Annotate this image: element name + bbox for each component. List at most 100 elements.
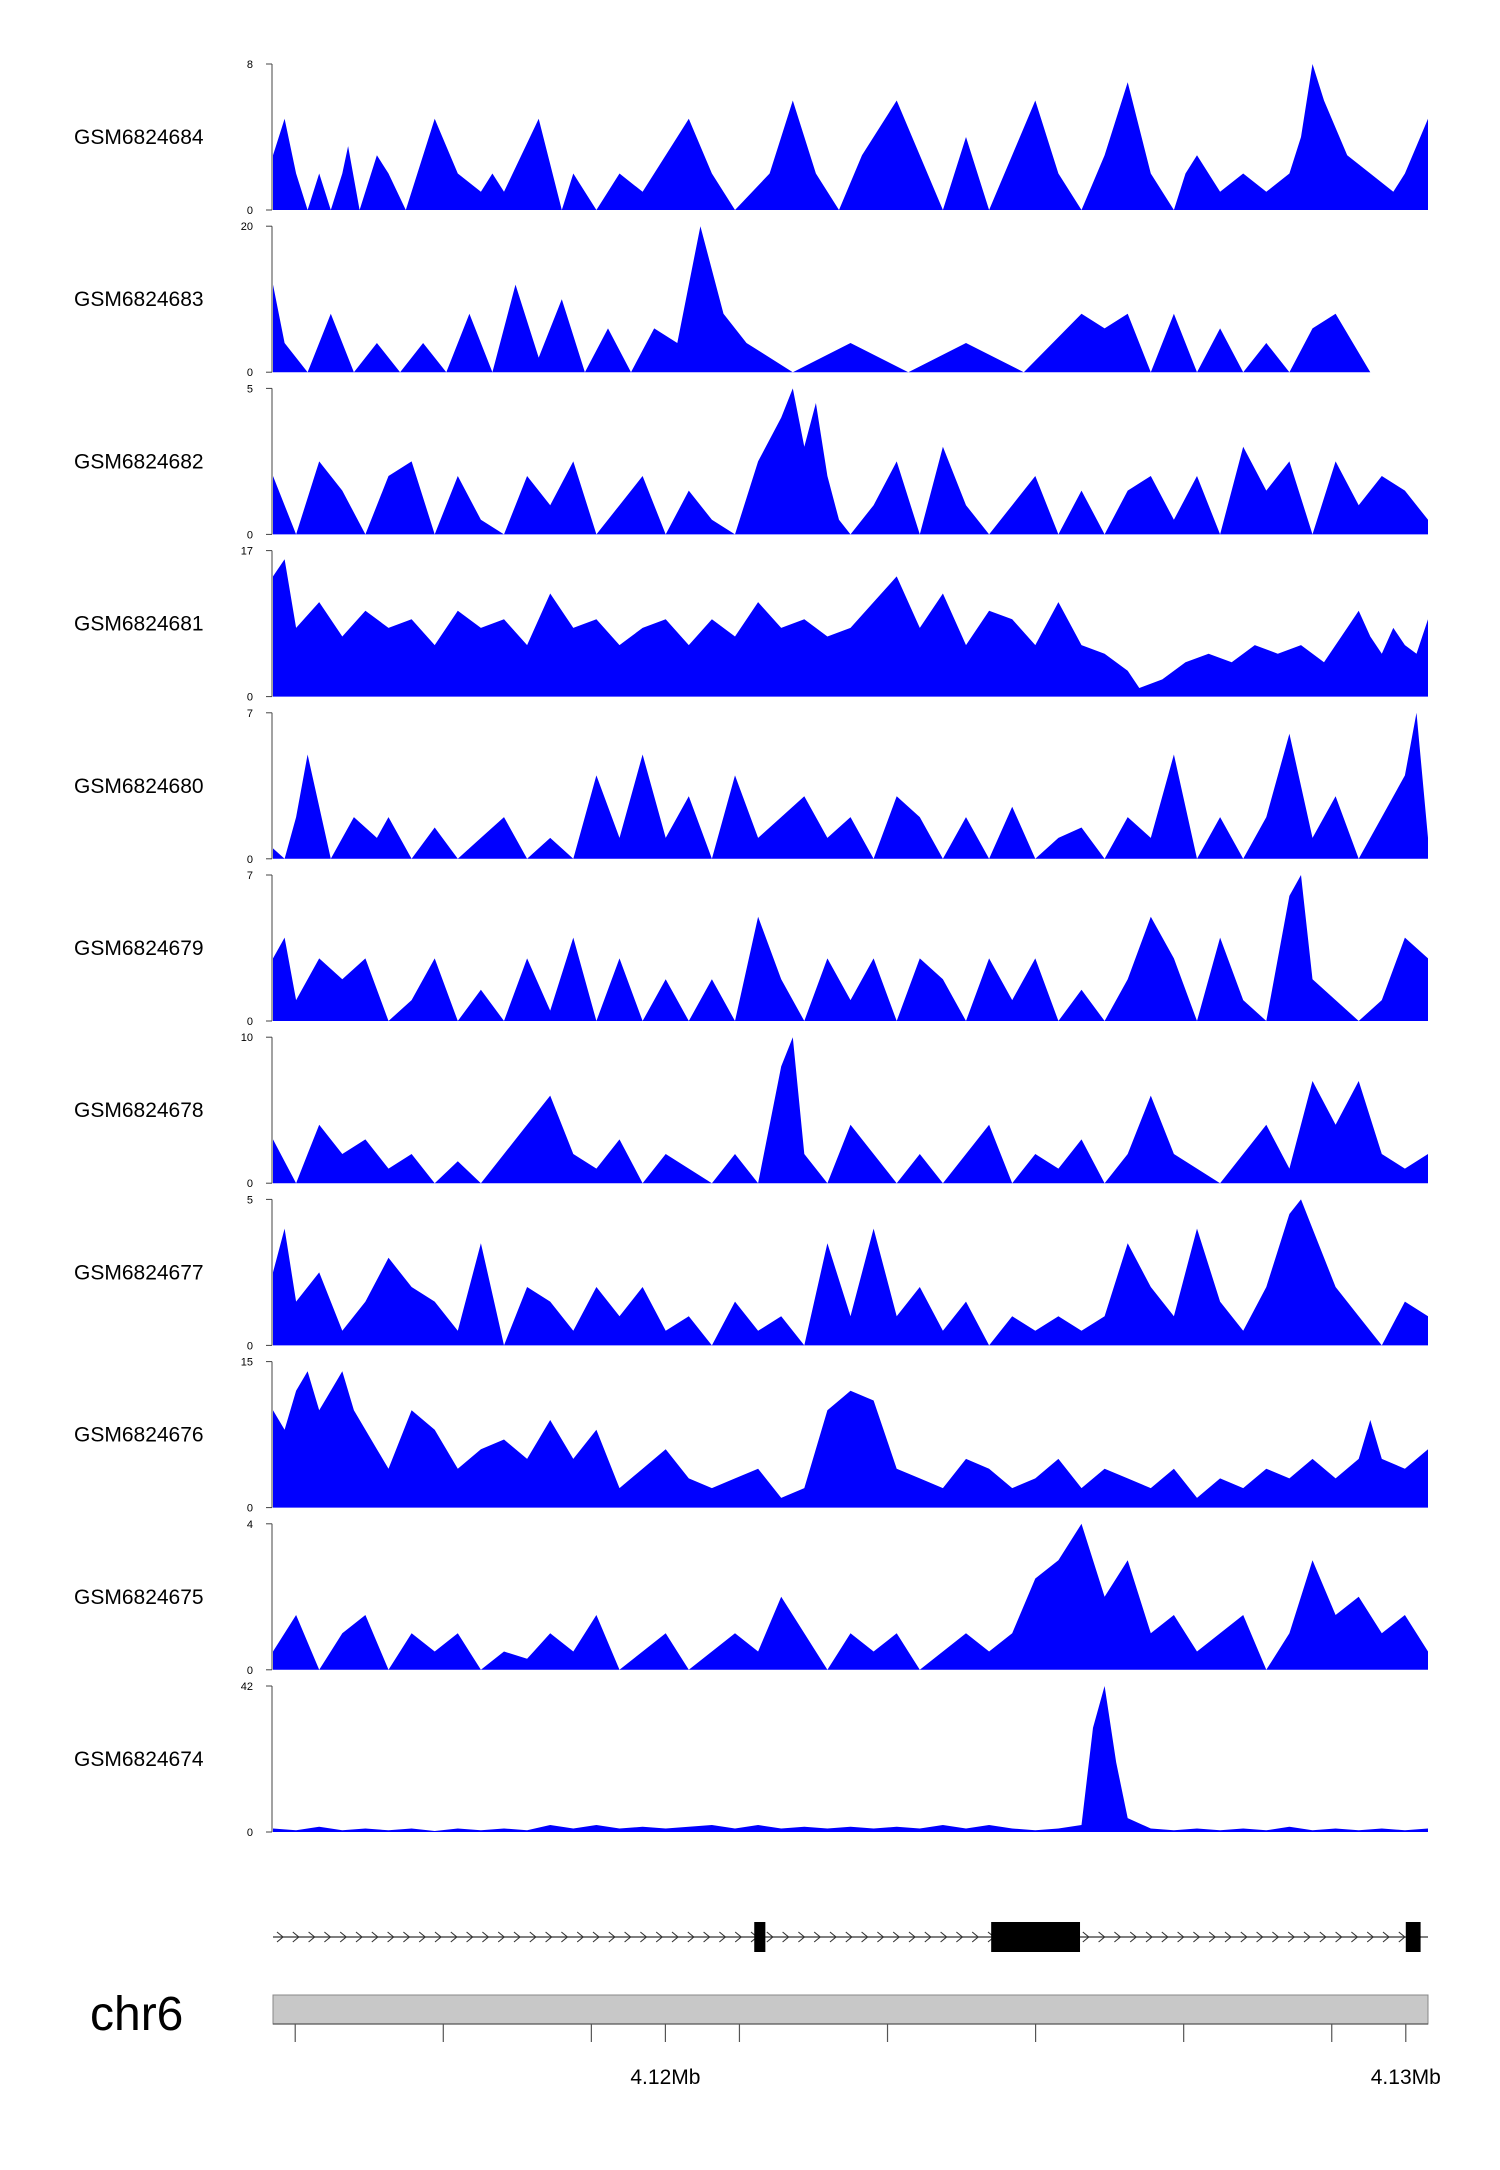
y-tick-label-min: 0 — [247, 1503, 253, 1515]
track-label: GSM6824681 — [74, 613, 204, 636]
strand-arrow — [576, 1931, 585, 1943]
coverage-area — [273, 388, 1428, 535]
strand-arrow — [1256, 1931, 1264, 1943]
strand-arrow — [418, 1931, 427, 1943]
coverage-track: 7 0 GSM6824680 — [74, 708, 1428, 866]
track-label: GSM6824679 — [74, 937, 204, 960]
strand-arrow — [1287, 1931, 1296, 1943]
strand-arrow — [450, 1931, 458, 1943]
strand-arrow — [466, 1931, 474, 1943]
coverage-track: 17 0 GSM6824681 — [74, 546, 1428, 704]
chromosome-label: chr6 — [90, 1988, 183, 2041]
y-tick-label-min: 0 — [247, 205, 253, 217]
strand-arrow — [687, 1931, 695, 1943]
track-label: GSM6824676 — [74, 1424, 204, 1447]
strand-arrow — [276, 1931, 284, 1943]
y-tick-label-max: 5 — [247, 1194, 253, 1206]
y-tick-label-max: 7 — [247, 870, 253, 882]
strand-arrow — [1272, 1931, 1280, 1943]
strand-arrow — [1098, 1931, 1106, 1943]
chromosome-ideogram-bar — [272, 1994, 1429, 2025]
strand-arrow — [1177, 1931, 1185, 1943]
strand-arrow — [940, 1931, 948, 1943]
strand-arrow — [324, 1931, 332, 1943]
strand-arrow — [1145, 1931, 1153, 1943]
coverage-area — [273, 64, 1428, 210]
coverage-track: 8 0 GSM6824684 — [74, 59, 1428, 217]
strand-arrow — [655, 1931, 664, 1943]
y-tick-label-max: 8 — [247, 59, 253, 71]
track-label: GSM6824677 — [74, 1261, 204, 1284]
coverage-area — [273, 1523, 1428, 1670]
track-label: GSM6824678 — [74, 1099, 204, 1122]
strand-arrow — [592, 1931, 600, 1943]
strand-arrow — [861, 1931, 869, 1943]
strand-arrow — [719, 1931, 727, 1943]
y-tick-label-max: 5 — [247, 383, 253, 395]
y-tick-label-min: 0 — [247, 1827, 253, 1839]
strand-arrow — [956, 1931, 964, 1943]
coverage-track: 5 0 GSM6824677 — [74, 1194, 1428, 1352]
strand-arrow — [782, 1931, 790, 1943]
strand-arrow — [434, 1931, 442, 1943]
strand-arrow — [561, 1931, 569, 1943]
coverage-area — [273, 712, 1428, 859]
strand-arrow — [308, 1931, 316, 1943]
coverage-area — [273, 1371, 1428, 1508]
strand-arrow — [545, 1931, 553, 1943]
y-tick-label-min: 0 — [247, 692, 253, 704]
strand-arrow — [845, 1931, 853, 1943]
track-label: GSM6824683 — [74, 288, 204, 311]
track-label: GSM6824684 — [74, 126, 204, 149]
strand-arrow — [1398, 1931, 1406, 1943]
strand-arrow — [971, 1931, 980, 1943]
strand-arrow — [1382, 1931, 1390, 1943]
exon-block — [1405, 1922, 1421, 1952]
y-tick-label-max: 42 — [241, 1681, 253, 1693]
y-tick-label-min: 0 — [247, 1665, 253, 1677]
coverage-area — [273, 1037, 1428, 1184]
strand-arrow — [1114, 1931, 1122, 1943]
strand-arrow — [813, 1931, 822, 1943]
strand-arrow — [908, 1931, 916, 1943]
exon-block — [754, 1922, 766, 1952]
strand-arrow — [1303, 1931, 1311, 1943]
coverage-track: 10 0 GSM6824678 — [74, 1032, 1428, 1190]
strand-arrow — [1129, 1931, 1138, 1943]
track-label: GSM6824682 — [74, 450, 204, 473]
track-label: GSM6824680 — [74, 775, 204, 798]
strand-arrow — [877, 1931, 885, 1943]
strand-arrow — [766, 1931, 774, 1943]
y-tick-label-min: 0 — [247, 854, 253, 866]
strand-arrow — [624, 1931, 632, 1943]
coverage-track: 7 0 GSM6824679 — [74, 870, 1428, 1028]
coverage-area — [273, 875, 1428, 1021]
strand-arrow — [892, 1931, 901, 1943]
coverage-area — [273, 226, 1428, 373]
genome-axis-track: chr6 4.12Mb 4.13Mb — [90, 1988, 1441, 2089]
coverage-track: 5 0 GSM6824682 — [74, 383, 1428, 541]
strand-arrow — [608, 1931, 616, 1943]
strand-arrow — [1351, 1931, 1359, 1943]
y-tick-label-max: 10 — [241, 1032, 253, 1044]
strand-arrow — [497, 1931, 506, 1943]
y-tick-label-min: 0 — [247, 529, 253, 541]
strand-arrow — [529, 1931, 537, 1943]
strand-arrow — [1366, 1931, 1375, 1943]
coverage-track: 42 0 GSM6824674 — [74, 1681, 1428, 1839]
y-tick-label-min: 0 — [247, 367, 253, 379]
strand-arrow — [671, 1931, 679, 1943]
y-tick-label-max: 20 — [241, 221, 253, 233]
coverage-area — [273, 559, 1428, 697]
strand-arrow — [1240, 1931, 1248, 1943]
strand-arrow — [829, 1931, 837, 1943]
strand-arrow — [1208, 1931, 1217, 1943]
genome-tick-label: 4.12Mb — [630, 2066, 700, 2089]
y-tick-label-max: 4 — [247, 1519, 253, 1531]
coverage-area — [273, 1199, 1428, 1346]
strand-arrow — [355, 1931, 363, 1943]
coverage-area — [273, 1686, 1428, 1832]
strand-arrow — [1193, 1931, 1201, 1943]
y-tick-label-min: 0 — [247, 1016, 253, 1028]
